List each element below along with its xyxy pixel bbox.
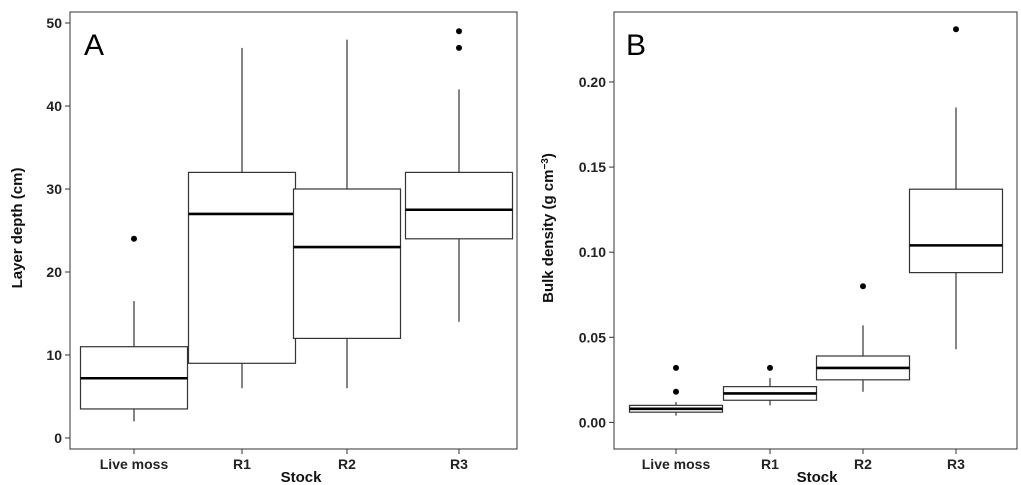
box-iqr <box>908 188 1004 274</box>
x-tick-label: Live moss <box>100 456 169 472</box>
x-ticks-b: Live moss R1 R2 R3 <box>642 449 965 472</box>
box-iqr <box>187 171 297 364</box>
y-axis-title-b-end: ) <box>540 153 557 158</box>
x-tick-label: R1 <box>761 456 779 472</box>
plot-frame-a <box>69 11 518 450</box>
box-r2 <box>815 283 911 392</box>
x-tick-label: R3 <box>450 456 468 472</box>
boxes-a <box>79 28 514 422</box>
outlier-point <box>456 28 462 35</box>
y-tick-label: 20 <box>46 264 62 280</box>
plot-frame-b <box>613 11 1018 450</box>
outlier-point <box>673 364 679 371</box>
y-tick-label: 0.10 <box>579 244 606 260</box>
x-tick-label: R1 <box>233 456 251 472</box>
x-tick-label: Live moss <box>642 456 711 472</box>
x-tick-label: R3 <box>947 456 965 472</box>
y-tick-label: 0.00 <box>579 414 606 430</box>
boxes-b <box>628 26 1004 416</box>
outlier-point <box>860 283 866 290</box>
y-tick-label: 40 <box>46 98 62 114</box>
box-r1 <box>722 364 818 406</box>
y-tick-label: 50 <box>46 15 62 31</box>
y-tick-label: 0.05 <box>579 329 606 345</box>
y-axis-title-b-main: Bulk density (g cm <box>540 170 557 303</box>
y-axis-title-b-sup: −3 <box>540 158 551 170</box>
y-ticks-b: 0.00 0.05 0.10 0.15 0.20 <box>579 74 614 430</box>
box-r3 <box>908 26 1004 350</box>
panel-b: B Bulk density (g cm−3) Stock 0.000.050.… <box>540 11 1018 485</box>
x-axis-title-b: Stock <box>797 469 839 485</box>
outlier-point <box>673 388 679 395</box>
box-live-moss <box>79 235 189 422</box>
y-tick-label: 0.20 <box>579 74 606 90</box>
x-tick-label: R2 <box>338 456 356 472</box>
y-axis-title-a: Layer depth (cm) <box>9 168 26 289</box>
outlier-point <box>456 44 462 51</box>
panel-a: A Layer depth (cm) Stock 0 10 20 30 40 50 Liv… <box>9 11 518 485</box>
y-tick-label: 0.15 <box>579 159 606 175</box>
box-iqr <box>292 188 402 339</box>
panel-label-b: B <box>626 29 646 62</box>
y-ticks-a: 0 10 20 30 40 50 <box>46 15 70 446</box>
y-tick-label: 10 <box>46 347 62 363</box>
y-tick-label: 0 <box>54 430 62 446</box>
box-live-moss <box>628 364 724 416</box>
box-r1 <box>187 47 297 389</box>
y-axis-title-b: Bulk density (g cm−3) <box>540 153 558 303</box>
box-iqr <box>404 171 514 240</box>
panel-label-a: A <box>84 29 104 62</box>
x-axis-title-a: Stock <box>281 469 323 485</box>
outlier-point <box>953 26 959 33</box>
outlier-point <box>131 235 137 242</box>
box-r2 <box>292 39 402 389</box>
x-ticks-a: Live moss R1 R2 R3 <box>100 449 468 472</box>
x-tick-label: R2 <box>854 456 872 472</box>
outlier-point <box>767 364 773 371</box>
y-tick-label: 30 <box>46 181 62 197</box>
box-r3 <box>404 28 514 322</box>
